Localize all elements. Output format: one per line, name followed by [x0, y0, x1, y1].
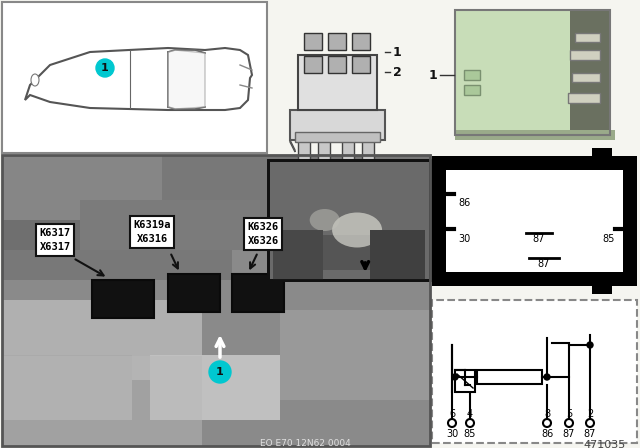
Text: 1: 1 [101, 63, 109, 73]
Bar [2, 155, 162, 220]
Bar [328, 56, 346, 73]
Text: 86: 86 [541, 429, 553, 439]
Bar [2, 355, 132, 420]
Polygon shape [168, 50, 205, 109]
Circle shape [466, 419, 474, 427]
Text: 86: 86 [458, 198, 470, 208]
Bar [298, 55, 377, 110]
Bar [592, 286, 612, 294]
Text: 471035: 471035 [584, 440, 626, 448]
Text: 4: 4 [467, 409, 473, 419]
Bar [268, 160, 430, 280]
Circle shape [565, 419, 573, 427]
Bar [2, 2, 267, 153]
Bar [464, 70, 480, 80]
Text: 1: 1 [428, 69, 437, 82]
Bar [295, 132, 380, 142]
Bar [318, 140, 330, 160]
Text: 1: 1 [393, 46, 402, 59]
Bar [2, 300, 202, 380]
Bar [2, 155, 432, 250]
Bar [455, 370, 475, 392]
Bar [168, 274, 220, 312]
Text: 85: 85 [464, 429, 476, 439]
Bar [352, 56, 370, 73]
Bar [352, 33, 370, 50]
Bar [80, 200, 260, 250]
Bar [150, 355, 280, 420]
Text: K6319a
X6316: K6319a X6316 [133, 220, 171, 244]
Bar [446, 170, 623, 272]
Bar [432, 300, 637, 443]
Bar [232, 274, 284, 312]
Bar [572, 73, 600, 82]
Bar [362, 140, 374, 160]
Text: 87: 87 [584, 429, 596, 439]
Bar [432, 156, 637, 286]
Bar [455, 130, 615, 140]
Bar [280, 310, 430, 400]
Bar [570, 10, 610, 135]
Bar [2, 220, 232, 280]
Bar [477, 370, 542, 384]
Text: 87: 87 [533, 234, 545, 244]
Bar [92, 280, 154, 318]
Text: 5: 5 [566, 409, 572, 419]
Circle shape [587, 342, 593, 348]
Circle shape [448, 419, 456, 427]
Circle shape [96, 59, 114, 77]
Polygon shape [290, 140, 295, 152]
Circle shape [543, 419, 551, 427]
Text: 30: 30 [446, 429, 458, 439]
Text: 2: 2 [587, 409, 593, 419]
Circle shape [544, 374, 550, 380]
Text: 30: 30 [458, 234, 470, 244]
Text: EO E70 12N62 0004: EO E70 12N62 0004 [260, 439, 350, 448]
Ellipse shape [332, 212, 382, 247]
Text: 85: 85 [603, 234, 615, 244]
Bar [370, 230, 425, 280]
Circle shape [452, 374, 458, 380]
Bar [342, 140, 354, 160]
Bar [2, 356, 202, 446]
Bar [568, 93, 600, 103]
Ellipse shape [31, 74, 39, 86]
Circle shape [209, 361, 231, 383]
Bar [304, 33, 322, 50]
Bar [304, 56, 322, 73]
Text: 2: 2 [393, 65, 402, 78]
Bar [570, 50, 600, 60]
Bar [464, 85, 480, 95]
Polygon shape [25, 48, 252, 110]
Bar [290, 110, 385, 140]
Text: 6: 6 [449, 409, 455, 419]
Bar [273, 230, 323, 280]
Bar [455, 10, 610, 135]
Bar [455, 10, 570, 135]
Bar [592, 148, 612, 156]
Bar [2, 155, 430, 446]
Text: K6317
X6317: K6317 X6317 [40, 228, 70, 252]
Text: 87: 87 [563, 429, 575, 439]
Text: 87: 87 [538, 259, 550, 269]
Text: 8: 8 [544, 409, 550, 419]
Bar [298, 140, 310, 160]
Ellipse shape [310, 209, 340, 231]
Text: 1: 1 [216, 367, 224, 377]
Text: 3: 3 [393, 178, 402, 191]
Bar [432, 300, 637, 443]
Bar [273, 235, 425, 270]
Bar [575, 33, 600, 42]
Text: K6326
X6326: K6326 X6326 [248, 222, 278, 246]
Bar [268, 160, 430, 280]
Bar [2, 155, 430, 446]
Bar [328, 33, 346, 50]
Circle shape [586, 419, 594, 427]
